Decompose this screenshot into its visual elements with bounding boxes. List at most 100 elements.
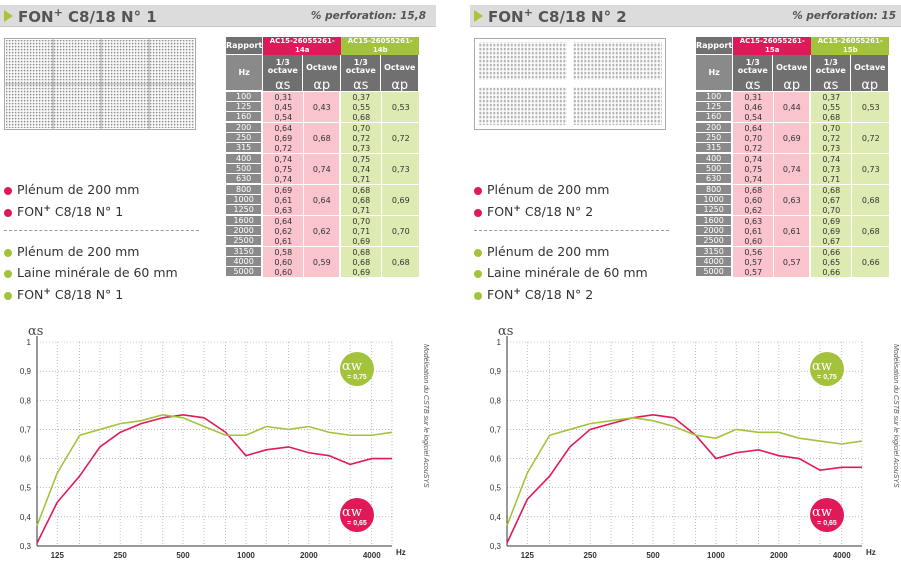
alpha-s-red-cell: 0,31	[263, 91, 304, 102]
hz-cell: 250	[226, 133, 264, 143]
octave-green-cell: 0,68	[381, 246, 420, 277]
rapport-green: AC15-26055261-14b	[341, 37, 420, 55]
table-row: 630 0,74 0,71	[226, 174, 419, 184]
alpha-w-red-badge-value: = 0,65	[817, 520, 837, 527]
octave-green-cell: 0,73	[381, 153, 420, 184]
alpha-w-red-badge-circle	[810, 498, 844, 532]
y-tick-label: 0,8	[20, 396, 32, 405]
alpha-s-red-cell: 0,60	[733, 236, 774, 246]
perforation-pattern-image	[474, 38, 666, 130]
hz-cell: 1000	[696, 195, 734, 205]
hz-cell: 2000	[226, 226, 264, 236]
hz-cell: 200	[696, 122, 734, 133]
alpha-w-green-badge-label: αw	[342, 359, 362, 374]
hz-cell: 5000	[696, 267, 734, 277]
y-tick-label: 0,5	[490, 484, 502, 493]
octave-red-cell: 0,69	[773, 122, 812, 153]
alpha-s-green-cell: 0,67	[811, 195, 852, 205]
table-row: 1000 0,61 0,68	[226, 195, 419, 205]
alpha-s-green-cell: 0,68	[811, 184, 852, 195]
alpha-s-green-cell: 0,66	[811, 246, 852, 257]
octave-green-cell: 0,70	[381, 215, 420, 246]
alpha-s-red-cell: 0,57	[733, 267, 774, 277]
hz-cell: 1600	[696, 215, 734, 226]
x-tick-label: 4000	[833, 551, 851, 560]
alpha-s-green-cell: 0,74	[811, 153, 852, 164]
third-octave-header: 1/3 octave	[811, 55, 852, 79]
y-tick-label: 0,6	[20, 455, 32, 464]
table-row: 160 0,54 0,68	[696, 112, 889, 122]
table-row: 2500 0,61 0,69	[226, 236, 419, 246]
x-tick-label: 125	[51, 551, 65, 560]
hz-cell: 2000	[696, 226, 734, 236]
alpha-s-green-cell: 0,67	[811, 236, 852, 246]
alpha-w-green-badge-value: = 0,75	[347, 374, 367, 381]
perforation-label: % perforation: 15	[792, 10, 896, 22]
hz-cell: 200	[226, 122, 264, 133]
alpha-s-green-cell: 0,68	[341, 257, 382, 267]
red-dot-icon	[474, 208, 482, 217]
y-tick-label: 0,3	[490, 542, 502, 551]
alpha-s-red-cell: 0,72	[263, 143, 304, 153]
panel-title: FON+ C8/18 N° 1	[18, 6, 157, 26]
alpha-s-red-cell: 0,62	[263, 226, 304, 236]
table-row: 1600 0,63 0,61 0,69 0,68	[696, 215, 890, 246]
table-row: 1000 0,60 0,67	[696, 195, 889, 205]
table-row: 200 0,64 0,69 0,70 0,72	[696, 122, 890, 153]
alpha-s-green-cell: 0,68	[341, 246, 382, 257]
model-side-note: Modélisation du CSTB sur le logiciel Aco…	[422, 344, 429, 488]
perforation-grid-icon	[475, 39, 665, 129]
table-row: 4000 0,60 0,68	[226, 257, 419, 267]
hz-cell: 100	[226, 91, 264, 102]
hz-cell: 4000	[696, 257, 734, 267]
octave-green-cell: 0,66	[851, 246, 890, 277]
table-row: 1250 0,62 0,70	[696, 205, 889, 215]
hz-cell: 400	[226, 153, 264, 164]
alpha-s-green-cell: 0,70	[341, 122, 382, 133]
red-dot-icon	[4, 208, 12, 217]
alpha-w-green-badge-circle	[340, 352, 374, 386]
legend-green-3: FON+ C8/18 N° 2	[474, 287, 593, 302]
rapport-green: AC15-26055261-15b	[811, 37, 890, 55]
alpha-s-red-cell: 0,60	[263, 257, 304, 267]
table-row: 5000 0,60 0,69	[226, 267, 419, 277]
x-tick-label: 500	[176, 551, 190, 560]
table-row: 3150 0,56 0,57 0,66 0,66	[696, 246, 890, 277]
alpha-w-red-badge-circle	[340, 498, 374, 532]
alpha-s-header: αs	[733, 79, 774, 92]
hz-cell: 1000	[226, 195, 264, 205]
alpha-s-green-cell: 0,69	[341, 236, 382, 246]
y-axis-label: αs	[498, 324, 513, 339]
y-axis-label: αs	[28, 324, 43, 339]
alpha-s-green-cell: 0,75	[341, 153, 382, 164]
legend-divider	[474, 230, 669, 231]
octave-red-cell: 0,61	[773, 215, 812, 246]
hz-cell: 160	[696, 112, 734, 122]
y-tick-label: 0,6	[490, 455, 502, 464]
legend-green-2: Laine minérale de 60 mm	[4, 265, 178, 280]
alpha-s-red-cell: 0,74	[733, 153, 774, 164]
octave-header: Octave	[381, 55, 420, 79]
absorption-chart: 0,3 0,4 0,5 0,6 0,7 0,8 0,9 1 125 250 500 1000 2000 4…	[490, 324, 899, 560]
rapport-red: AC15-26055261-14a	[263, 37, 342, 55]
alpha-s-green-cell: 0,71	[811, 174, 852, 184]
table-row: 3150 0,58 0,59 0,68 0,68	[226, 246, 420, 277]
panel-title: FON+ C8/18 N° 2	[488, 6, 627, 26]
octave-header: Octave	[303, 55, 342, 79]
octave-green-cell: 0,53	[851, 91, 890, 122]
play-triangle-icon	[4, 10, 13, 22]
alpha-s-green-cell: 0,69	[811, 226, 852, 236]
alpha-s-red-cell: 0,31	[733, 91, 774, 102]
alpha-s-green-cell: 0,71	[341, 205, 382, 215]
alpha-s-green-cell: 0,72	[341, 133, 382, 143]
alpha-s-green-cell: 0,37	[811, 91, 852, 102]
hz-cell: 800	[696, 184, 734, 195]
alpha-s-green-cell: 0,68	[341, 195, 382, 205]
y-tick-label: 0,5	[20, 484, 32, 493]
octave-red-cell: 0,74	[303, 153, 342, 184]
green-dot-icon	[474, 248, 482, 257]
rapport-red: AC15-26055261-15a	[733, 37, 812, 55]
hz-cell: 315	[696, 143, 734, 153]
alpha-s-green-cell: 0,68	[341, 112, 382, 122]
alpha-s-green-cell: 0,71	[341, 174, 382, 184]
